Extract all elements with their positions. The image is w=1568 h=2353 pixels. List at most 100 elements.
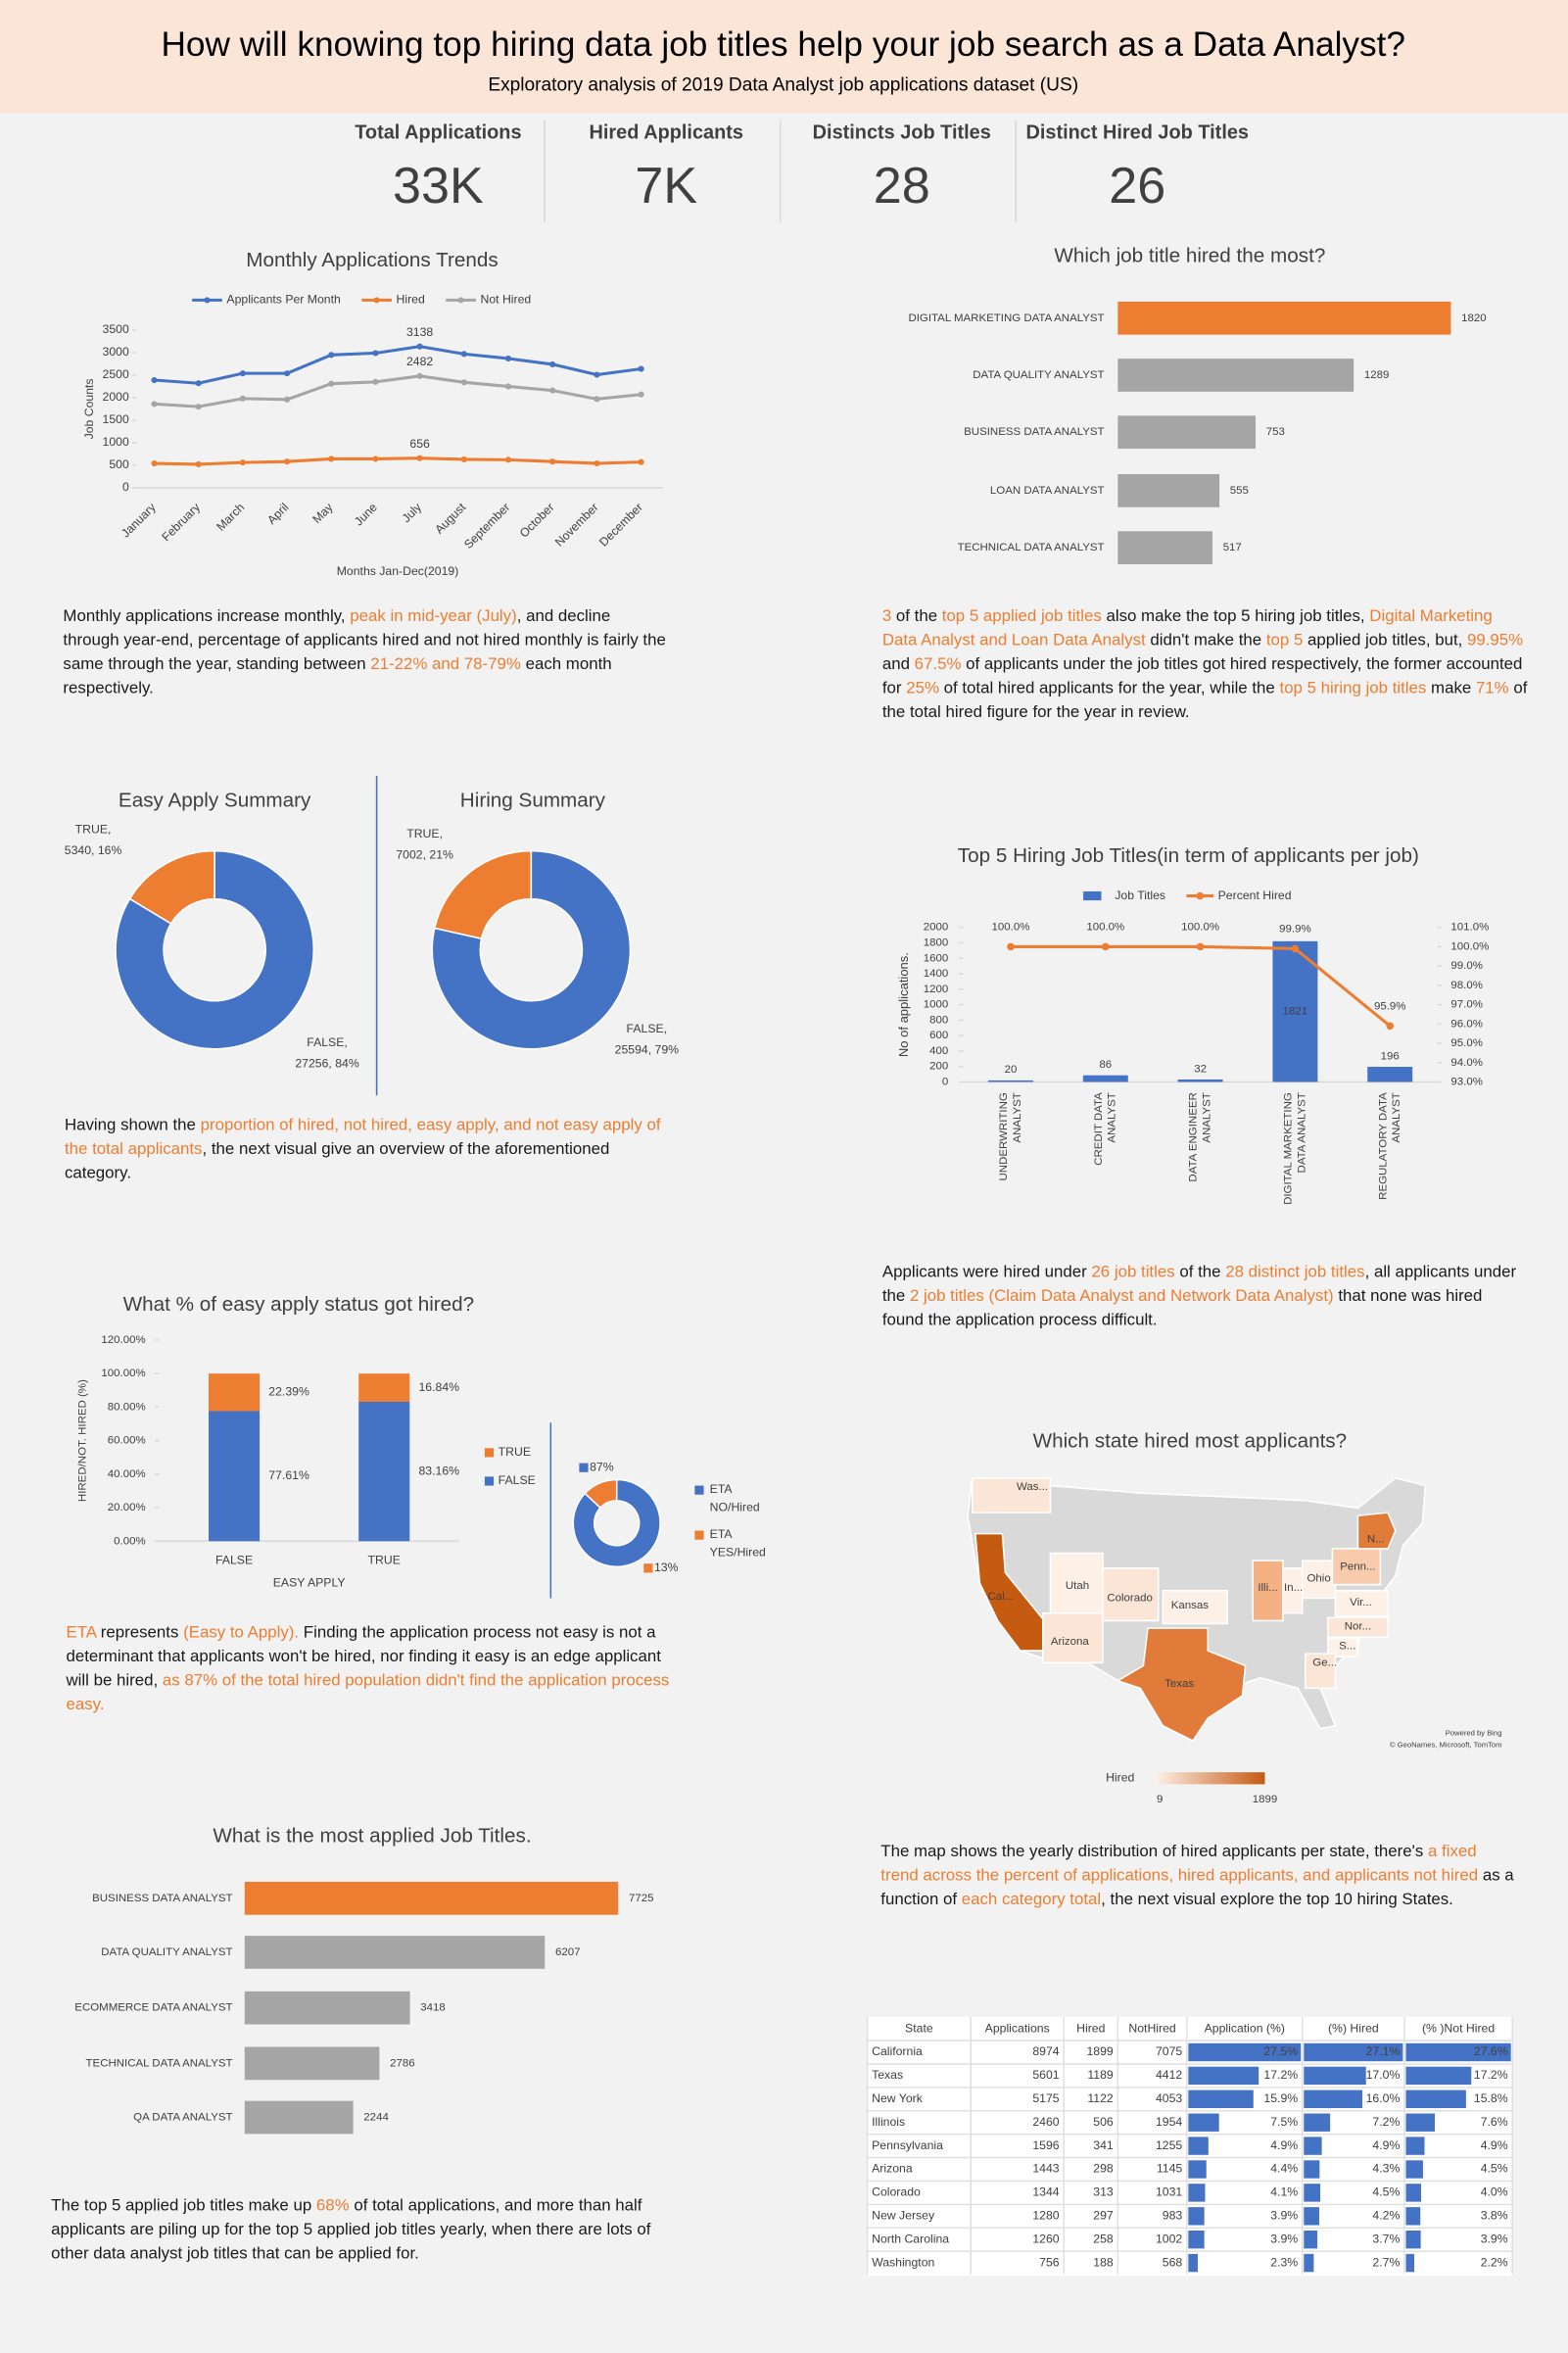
value-label: 3418 bbox=[420, 2002, 446, 2014]
y2-tick-label: 96.0% bbox=[1450, 1018, 1483, 1030]
x-tick-label: UNDERWRITING ANALYST bbox=[998, 1092, 1023, 1180]
table-cell: 756 bbox=[1039, 2255, 1060, 2269]
table-cell: 1260 bbox=[1032, 2232, 1059, 2245]
data-label: 32 bbox=[1194, 1063, 1207, 1075]
point bbox=[416, 455, 423, 461]
table-cell: 4.5% bbox=[1372, 2185, 1400, 2199]
category-label: ECOMMERCE DATA ANALYST bbox=[74, 2002, 232, 2014]
category-label: TECHNICAL DATA ANALYST bbox=[86, 2057, 233, 2069]
y-tick-label: 0.00% bbox=[114, 1535, 146, 1547]
point bbox=[151, 401, 158, 408]
paragraph-box: Applicants were hired under 26 job title… bbox=[881, 1263, 1517, 1329]
text-run: 2 job titles (Claim Data Analyst and Net… bbox=[909, 1287, 1334, 1306]
paragraph-box: Monthly applications increase monthly, p… bbox=[63, 607, 665, 697]
value-label: 517 bbox=[1223, 542, 1242, 553]
region-label: Nor... bbox=[1345, 1621, 1371, 1633]
data-label: 22.39% bbox=[268, 1385, 309, 1399]
table-cell: 1344 bbox=[1032, 2185, 1059, 2199]
map-region bbox=[1356, 1512, 1397, 1550]
point bbox=[151, 459, 158, 467]
bar bbox=[1367, 1067, 1413, 1082]
point bbox=[460, 351, 467, 358]
text-run: 68% bbox=[315, 2196, 350, 2216]
data-bar bbox=[1405, 2207, 1421, 2226]
x-tick-label: FALSE bbox=[215, 1553, 253, 1566]
text-run: didn't make the bbox=[1145, 631, 1266, 650]
table-cell: 1596 bbox=[1032, 2138, 1059, 2152]
table-cell: 2.7% bbox=[1372, 2255, 1400, 2269]
table-cell: Illinois bbox=[872, 2115, 905, 2129]
data-label: 3138 bbox=[406, 325, 433, 339]
table-cell: 15.8% bbox=[1474, 2091, 1508, 2105]
table-cell: 506 bbox=[1093, 2115, 1114, 2129]
point bbox=[549, 360, 556, 368]
legend-label: ETA YES/Hired bbox=[710, 1527, 766, 1559]
point bbox=[594, 459, 600, 467]
table-cell: 3.9% bbox=[1481, 2232, 1508, 2245]
y-tick-label: 400 bbox=[929, 1045, 948, 1057]
data-bar bbox=[1304, 2253, 1314, 2273]
point bbox=[594, 371, 600, 378]
x-tick-label: TRUE bbox=[368, 1553, 401, 1566]
table-cell: 3.7% bbox=[1372, 2232, 1400, 2245]
bar bbox=[244, 1991, 410, 2025]
region-label: Was... bbox=[1017, 1481, 1048, 1493]
region-label: Colorado bbox=[1107, 1592, 1153, 1604]
table-cell: 298 bbox=[1093, 2162, 1114, 2176]
region-label: Kansas bbox=[1171, 1600, 1210, 1611]
table-cell: 4.3% bbox=[1372, 2162, 1400, 2176]
y-tick-label: 1000 bbox=[924, 999, 949, 1011]
region-label: Ohio bbox=[1307, 1573, 1331, 1585]
donut-slice bbox=[115, 849, 315, 1050]
data-label: 16.84% bbox=[418, 1380, 459, 1394]
text-run: also make the top 5 hiring job titles, bbox=[1101, 607, 1370, 626]
data-label: 100.0% bbox=[1181, 922, 1219, 934]
data-bar bbox=[1188, 2042, 1302, 2062]
y-tick-label: 500 bbox=[109, 457, 129, 471]
text-run: 3 bbox=[881, 607, 892, 626]
legend-max: 1899 bbox=[1253, 1794, 1278, 1805]
table-cell: 1443 bbox=[1032, 2162, 1059, 2176]
data-bar bbox=[1188, 2230, 1205, 2249]
data-bar bbox=[1188, 2089, 1254, 2108]
table-cell: 258 bbox=[1093, 2232, 1114, 2245]
point bbox=[549, 387, 556, 394]
table-cell: 27.5% bbox=[1263, 2044, 1298, 2058]
y-tick-label: 1000 bbox=[103, 435, 129, 449]
label-swatch bbox=[643, 1563, 653, 1573]
value-label: 555 bbox=[1230, 485, 1249, 497]
bar bbox=[244, 1936, 546, 1969]
text-run: Finding the application process not easy… bbox=[66, 1623, 661, 1690]
data-bar bbox=[1405, 2184, 1422, 2202]
data-label: 95.9% bbox=[1374, 1000, 1406, 1012]
y-tick-label: 120.00% bbox=[101, 1334, 145, 1346]
data-bar bbox=[1304, 2160, 1320, 2179]
point bbox=[504, 383, 512, 390]
data-bar bbox=[1188, 2113, 1219, 2132]
table-cell: 7.6% bbox=[1481, 2115, 1508, 2129]
kpi-label: Distincts Job Titles bbox=[813, 122, 991, 144]
text-run: and bbox=[881, 655, 915, 674]
data-label: 196 bbox=[1381, 1050, 1400, 1062]
text-run: , all applicants under the bbox=[881, 1263, 1517, 1306]
legend-label: Applicants Per Month bbox=[226, 293, 341, 307]
column-header: (% )Not Hired bbox=[1422, 2021, 1495, 2035]
point bbox=[239, 459, 246, 466]
data-label: TRUE, bbox=[406, 827, 443, 840]
bar bbox=[987, 1080, 1033, 1082]
table-cell: 4.4% bbox=[1270, 2162, 1298, 2176]
data-bar bbox=[1405, 2137, 1425, 2155]
legend-swatch bbox=[694, 1530, 704, 1540]
value-label: 1820 bbox=[1461, 312, 1487, 324]
table-cell: 4.9% bbox=[1481, 2138, 1508, 2152]
point bbox=[195, 460, 202, 468]
point bbox=[195, 380, 202, 387]
legend-title: Hired bbox=[1106, 1771, 1134, 1785]
legend-swatch bbox=[1083, 890, 1102, 901]
value-label: 1289 bbox=[1364, 369, 1390, 381]
table-cell: 17.2% bbox=[1263, 2068, 1298, 2082]
y-tick-label: 2000 bbox=[103, 390, 129, 404]
bar bbox=[1117, 301, 1451, 335]
value-label: 2786 bbox=[390, 2057, 415, 2069]
